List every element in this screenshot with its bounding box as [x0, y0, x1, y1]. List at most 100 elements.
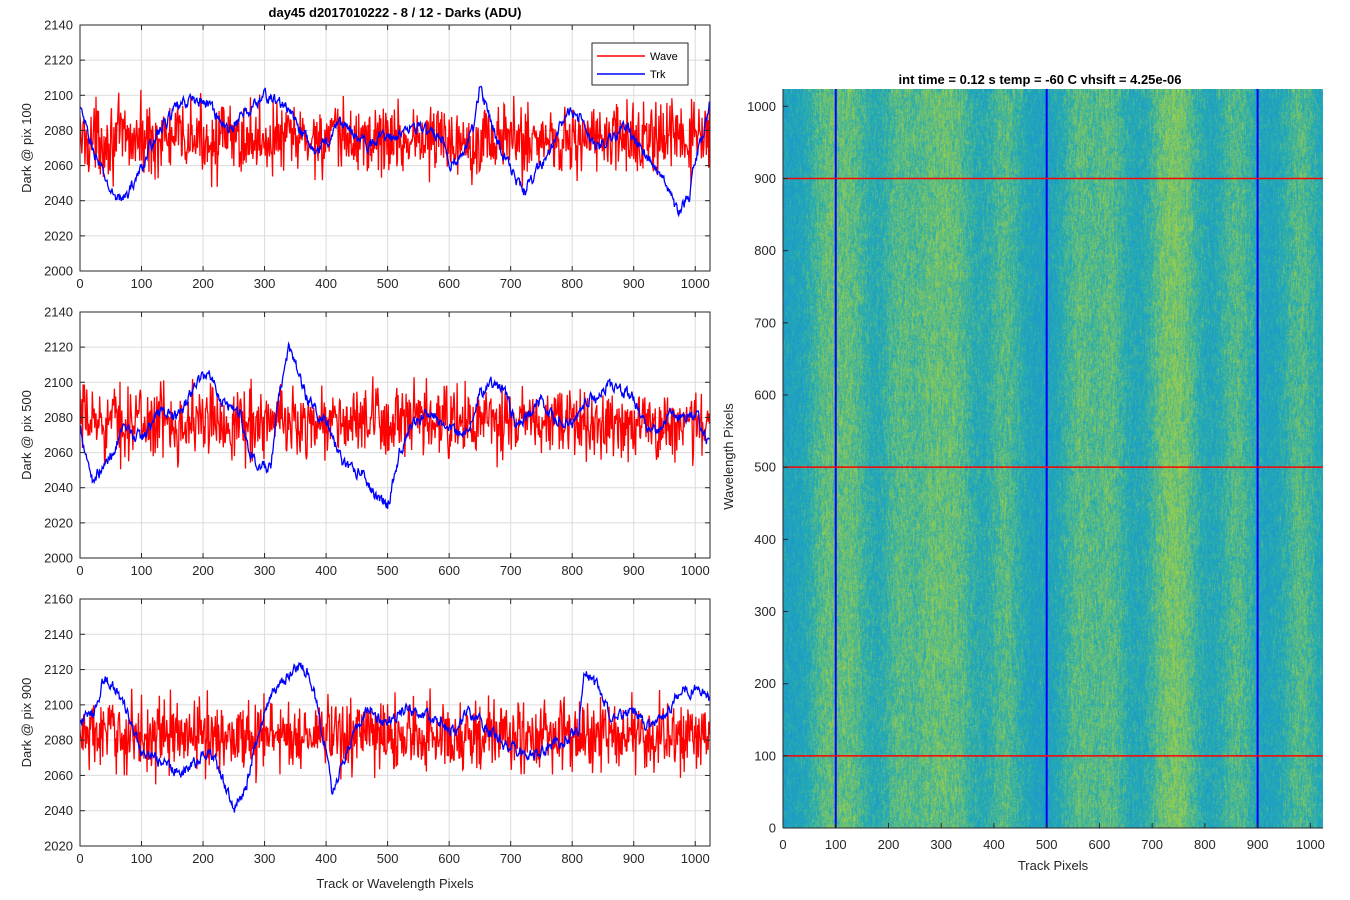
- y-axis-label: Wavelength Pixels: [721, 403, 736, 510]
- x-tick-label: 400: [315, 563, 337, 578]
- x-tick-label: 1000: [1296, 837, 1325, 852]
- y-tick-label: 2120: [44, 340, 73, 355]
- y-tick-label: 2000: [44, 264, 73, 279]
- y-tick-label: 300: [754, 604, 776, 619]
- x-tick-label: 200: [192, 563, 214, 578]
- x-tick-label: 0: [76, 851, 83, 866]
- y-tick-label: 2000: [44, 551, 73, 566]
- heatmap-panel: 0 100 200 300 400 500 600 700 800 900 1000 0 100 200 3…: [721, 72, 1325, 873]
- x-tick-label: 200: [878, 837, 900, 852]
- series-line-trk: [80, 85, 710, 218]
- x-tick-label: 600: [438, 563, 460, 578]
- x-tick-label: 1000: [681, 563, 710, 578]
- y-tick-label: 0: [769, 821, 776, 836]
- axes-frame: [79, 24, 711, 272]
- series-line-trk: [80, 341, 710, 509]
- y-tick-label: 200: [754, 676, 776, 691]
- x-tick-label: 1000: [681, 851, 710, 866]
- x-tick-label: 900: [1247, 837, 1269, 852]
- axes-frame: [79, 598, 711, 847]
- y-tick-label: 600: [754, 387, 776, 402]
- x-tick-label: 100: [131, 563, 153, 578]
- y-tick-label: 2020: [44, 515, 73, 530]
- x-tick-label: 0: [76, 563, 83, 578]
- y-tick-label: 700: [754, 315, 776, 330]
- x-tick-label: 600: [438, 276, 460, 291]
- x-tick-label: 500: [377, 276, 399, 291]
- y-tick-label: 2060: [44, 768, 73, 783]
- x-tick-label: 900: [623, 563, 645, 578]
- y-tick-label: 500: [754, 460, 776, 475]
- x-tick-label: 500: [377, 563, 399, 578]
- x-tick-label: 200: [192, 276, 214, 291]
- y-tick-label: 2020: [44, 839, 73, 854]
- x-tick-label: 0: [76, 276, 83, 291]
- x-tick-label: 700: [500, 276, 522, 291]
- y-tick-label: 2080: [44, 123, 73, 138]
- x-tick-label: 700: [500, 851, 522, 866]
- y-tick-label: 2120: [44, 53, 73, 68]
- x-tick-label: 1000: [681, 276, 710, 291]
- y-tick-label: 2040: [44, 193, 73, 208]
- series-line-wave: [80, 89, 710, 188]
- heatmap-image: [783, 89, 1323, 828]
- y-tick-label: 2040: [44, 803, 73, 818]
- line-panel-bottom: 0 100 200 300 400 500 600 700 800 900 1000 2020 2040…: [19, 592, 711, 891]
- legend: Wave Trk: [591, 42, 689, 86]
- line-panel-middle: 0 100 200 300 400 500 600 700 800 900 1000 2000 2020…: [19, 305, 711, 578]
- x-tick-label: 800: [561, 276, 583, 291]
- x-tick-label: 800: [561, 563, 583, 578]
- y-tick-label: 2140: [44, 18, 73, 33]
- y-tick-label: 2020: [44, 228, 73, 243]
- x-tick-label: 900: [623, 851, 645, 866]
- x-tick-label: 500: [1036, 837, 1058, 852]
- y-tick-label: 2080: [44, 410, 73, 425]
- y-tick-label: 2060: [44, 445, 73, 460]
- x-tick-label: 0: [779, 837, 786, 852]
- y-tick-label: 2140: [44, 627, 73, 642]
- x-tick-label: 700: [1141, 837, 1163, 852]
- y-tick-label: 2120: [44, 662, 73, 677]
- x-tick-label: 600: [438, 851, 460, 866]
- x-tick-label: 100: [131, 851, 153, 866]
- y-axis-label: Dark @ pix 100: [19, 103, 34, 193]
- x-tick-label: 100: [131, 276, 153, 291]
- y-tick-label: 2080: [44, 733, 73, 748]
- x-tick-label: 300: [254, 563, 276, 578]
- y-tick-label: 2100: [44, 375, 73, 390]
- x-tick-label: 500: [377, 851, 399, 866]
- y-axis-label: Dark @ pix 900: [19, 678, 34, 768]
- y-tick-label: 400: [754, 532, 776, 547]
- x-tick-label: 400: [315, 851, 337, 866]
- x-tick-label: 600: [1089, 837, 1111, 852]
- y-tick-label: 2100: [44, 88, 73, 103]
- x-tick-label: 900: [623, 276, 645, 291]
- y-axis-label: Dark @ pix 500: [19, 390, 34, 480]
- figure-title: day45 d2017010222 - 8 / 12 - Darks (ADU): [269, 5, 522, 20]
- x-tick-label: 400: [983, 837, 1005, 852]
- x-tick-label: 700: [500, 563, 522, 578]
- x-tick-label: 300: [930, 837, 952, 852]
- x-tick-label: 800: [561, 851, 583, 866]
- y-tick-label: 1000: [747, 99, 776, 114]
- heatmap-title: int time = 0.12 s temp = -60 C vhsift = …: [899, 72, 1182, 87]
- plot-panels: 0 100 200 300 400 500 600 700 800 900 100020002020…: [19, 18, 1325, 892]
- legend-label-trk: Trk: [650, 69, 666, 81]
- x-tick-label: 200: [192, 851, 214, 866]
- series-line-trk: [80, 661, 710, 813]
- y-tick-label: 2040: [44, 480, 73, 495]
- y-tick-label: 900: [754, 171, 776, 186]
- series-line-wave: [80, 376, 710, 470]
- x-tick-label: 800: [1194, 837, 1216, 852]
- y-tick-label: 2100: [44, 697, 73, 712]
- legend-label-wave: Wave: [650, 51, 678, 63]
- line-panel-top: 0 100 200 300 400 500 600 700 800 900 1000 2000 2020…: [19, 18, 711, 291]
- y-tick-label: 2160: [44, 592, 73, 607]
- x-tick-label: 400: [315, 276, 337, 291]
- y-tick-label: 2060: [44, 158, 73, 173]
- x-tick-label: 300: [254, 276, 276, 291]
- x-tick-label: 300: [254, 851, 276, 866]
- series-line-wave: [80, 688, 710, 785]
- legend-box: [591, 42, 689, 86]
